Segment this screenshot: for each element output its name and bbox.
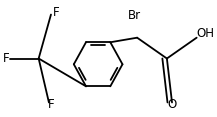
Text: O: O [167, 98, 177, 111]
Text: OH: OH [197, 27, 215, 40]
Text: F: F [53, 6, 59, 19]
Text: Br: Br [128, 9, 141, 22]
Text: F: F [48, 98, 55, 111]
Text: F: F [3, 52, 10, 65]
